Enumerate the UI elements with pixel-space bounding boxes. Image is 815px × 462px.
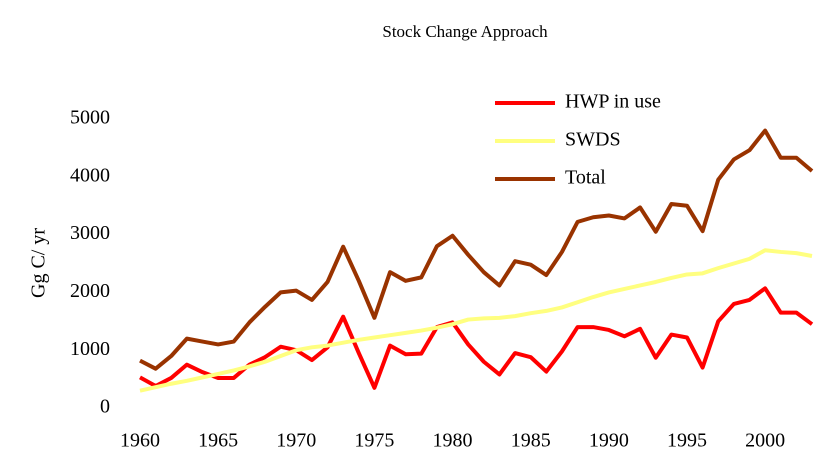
series-line (139, 128, 814, 371)
x-tick-label: 1970 (276, 430, 316, 452)
y-axis-label: Gg C/ yr (28, 228, 50, 298)
series-line (139, 286, 814, 390)
legend-label: SWDS (565, 129, 621, 151)
x-tick-label: 1980 (433, 430, 473, 452)
y-tick-label: 1000 (70, 338, 110, 360)
y-tick-label: 0 (100, 396, 110, 418)
x-tick-label: 1990 (589, 430, 629, 452)
y-tick-label: 5000 (70, 107, 110, 129)
series-line (139, 248, 813, 393)
x-tick-label: 1995 (667, 430, 707, 452)
x-tick-label: 1965 (198, 430, 238, 452)
x-tick-label: 1985 (511, 430, 551, 452)
x-tick-label: 1975 (354, 430, 394, 452)
x-tick-label: 1960 (120, 430, 160, 452)
y-tick-label: 4000 (70, 164, 110, 186)
chart-title: Stock Change Approach (382, 22, 548, 41)
y-tick-label: 2000 (70, 280, 110, 302)
legend-label: Total (565, 167, 606, 189)
legend-label: HWP in use (565, 91, 661, 113)
x-tick-label: 2000 (745, 430, 785, 452)
y-tick-label: 3000 (70, 222, 110, 244)
